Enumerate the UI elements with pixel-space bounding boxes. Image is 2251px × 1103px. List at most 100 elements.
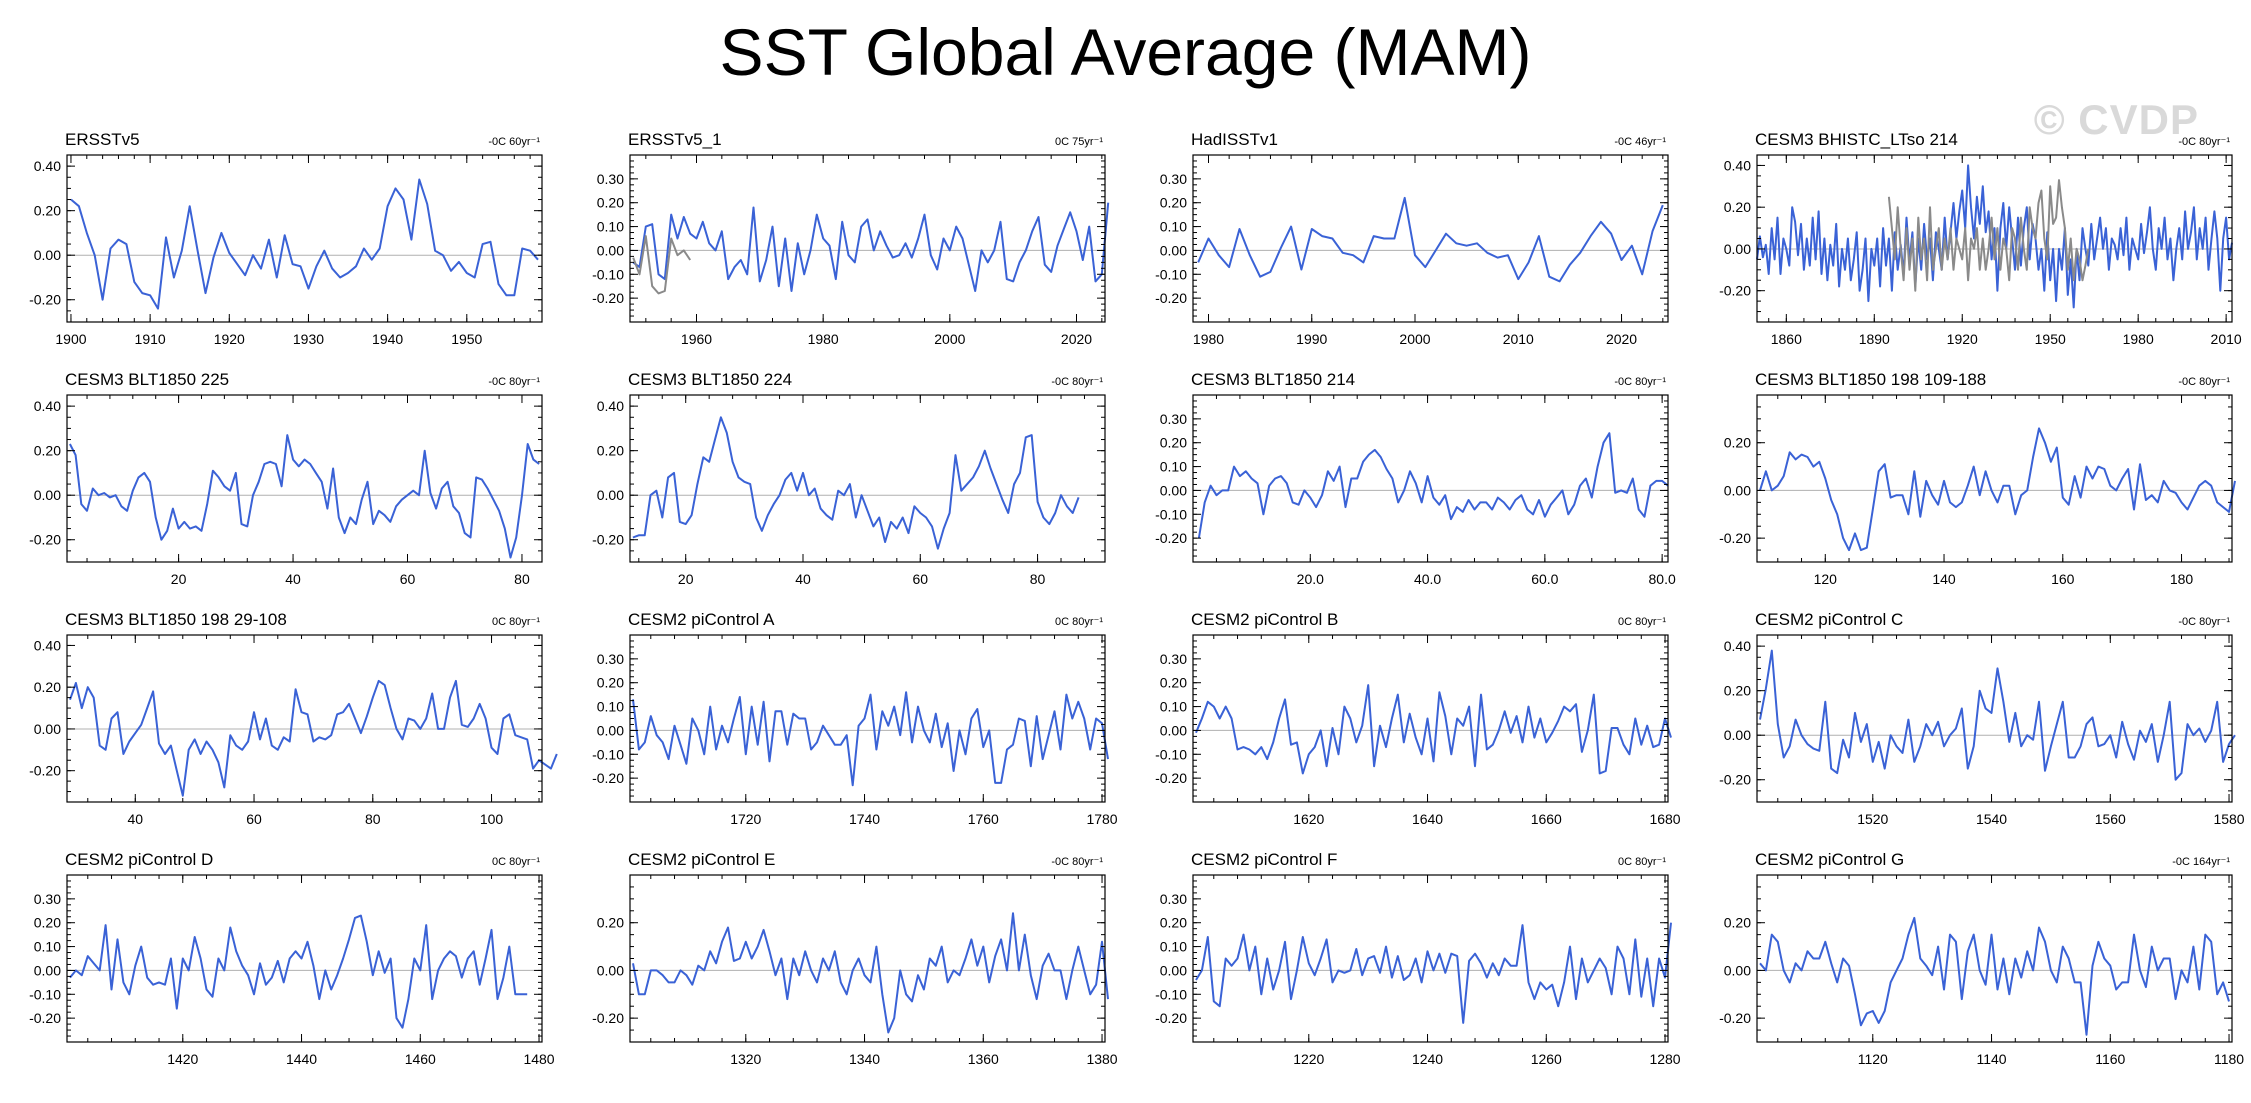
series-line	[1195, 922, 1672, 1024]
x-tick-label: 80.0	[1649, 571, 1676, 587]
y-tick-label: 0.40	[597, 398, 624, 414]
panel-note: -0C 60yr⁻¹	[488, 136, 540, 148]
series-line	[69, 679, 558, 797]
y-tick-label: -0.10	[592, 266, 624, 282]
x-tick-label: 1260	[1531, 1051, 1562, 1067]
panel-14: CESM2 piControl E -0C 80yr⁻¹ -0.20 0.00 0.20…	[592, 850, 1118, 1067]
y-tick-label: 0.10	[1160, 699, 1187, 715]
panel-title: CESM3 BLT1850 224	[628, 370, 792, 389]
panel-title: CESM2 piControl C	[1755, 610, 1903, 629]
panel-note: -0C 80yr⁻¹	[1051, 376, 1103, 388]
x-tick-label: 1920	[1947, 331, 1978, 347]
x-tick-label: 80	[365, 811, 381, 827]
y-tick-label: 0.30	[1160, 411, 1187, 427]
y-tick-label: 0.20	[1160, 435, 1187, 451]
y-tick-label: -0.10	[29, 986, 61, 1002]
x-tick-label: 1680	[1649, 811, 1680, 827]
y-tick-label: 0.00	[34, 487, 61, 503]
figure-title: SST Global Average (MAM)	[719, 15, 1532, 89]
x-tick-label: 2010	[1503, 331, 1534, 347]
panel-15: CESM2 piControl F 0C 80yr⁻¹ -0.20 -0.10 0.00…	[1155, 850, 1681, 1067]
x-tick-label: 20	[678, 571, 694, 587]
panel-10: CESM2 piControl A 0C 80yr⁻¹ -0.20 -0.10 0.00…	[592, 610, 1118, 827]
series-line	[1195, 684, 1672, 775]
y-tick-label: 0.40	[34, 158, 61, 174]
panel-note: -0C 164yr⁻¹	[2172, 856, 2230, 868]
y-tick-label: 0.00	[34, 247, 61, 263]
y-tick-label: 0.40	[34, 398, 61, 414]
y-tick-label: -0.20	[1719, 772, 1751, 788]
y-tick-label: -0.20	[592, 770, 624, 786]
y-tick-label: -0.20	[1155, 530, 1187, 546]
y-tick-label: 0.20	[1160, 915, 1187, 931]
y-tick-label: -0.20	[592, 290, 624, 306]
plot-frame	[629, 874, 1106, 1043]
panel-title: ERSSTv5_1	[628, 130, 722, 149]
y-tick-label: 0.20	[34, 679, 61, 695]
y-tick-label: 0.10	[34, 939, 61, 955]
x-tick-label: 1720	[730, 811, 761, 827]
panel-note: -0C 80yr⁻¹	[2178, 136, 2230, 148]
x-tick-label: 1660	[1531, 811, 1562, 827]
secondary-series-line	[632, 235, 692, 295]
panel-title: CESM3 BLT1850 214	[1191, 370, 1355, 389]
y-tick-label: 0.20	[34, 915, 61, 931]
panel-12: CESM2 piControl C -0C 80yr⁻¹ -0.20 0.00 0.20…	[1719, 610, 2245, 827]
plot-frame	[629, 154, 1106, 323]
x-tick-label: 1120	[1858, 1051, 1888, 1067]
panel-note: -0C 80yr⁻¹	[1051, 856, 1103, 868]
y-tick-label: 0.20	[1724, 915, 1751, 931]
plot-frame	[1192, 634, 1669, 803]
plot-frame	[629, 394, 1106, 563]
x-tick-label: 1960	[681, 331, 712, 347]
panel-note: 0C 80yr⁻¹	[1618, 616, 1666, 628]
plot-frame	[629, 634, 1106, 803]
y-tick-label: 0.30	[597, 171, 624, 187]
y-tick-label: 0.20	[34, 203, 61, 219]
x-tick-label: 1280	[1649, 1051, 1680, 1067]
panel-title: CESM2 piControl D	[65, 850, 213, 869]
x-tick-label: 1620	[1293, 811, 1324, 827]
x-tick-label: 180	[2170, 571, 2194, 587]
y-tick-label: -0.10	[1155, 986, 1187, 1002]
panel-note: -0C 80yr⁻¹	[2178, 376, 2230, 388]
x-tick-label: 2020	[1606, 331, 1637, 347]
y-tick-label: 0.20	[1724, 683, 1751, 699]
panel-4: CESM3 BHISTC_LTso 214 -0C 80yr⁻¹ -0.20 0.00…	[1719, 130, 2242, 347]
x-tick-label: 40	[795, 571, 811, 587]
panel-title: CESM2 piControl A	[628, 610, 775, 629]
y-tick-label: -0.10	[592, 746, 624, 762]
y-tick-label: -0.20	[29, 532, 61, 548]
y-tick-label: 0.10	[1160, 219, 1187, 235]
y-tick-label: 0.40	[1724, 157, 1751, 173]
x-tick-label: 1900	[55, 331, 86, 347]
panel-note: 0C 75yr⁻¹	[1055, 136, 1103, 148]
x-tick-label: 1950	[2035, 331, 2066, 347]
y-tick-label: 0.20	[1724, 435, 1751, 451]
panel-16: CESM2 piControl G -0C 164yr⁻¹ -0.20 0.00 0.2…	[1719, 850, 2244, 1067]
x-tick-label: 20.0	[1297, 571, 1324, 587]
series-line	[69, 914, 528, 1029]
panel-8: CESM3 BLT1850 198 109-188 -0C 80yr⁻¹ -0.20…	[1719, 370, 2236, 587]
y-tick-label: -0.10	[1155, 266, 1187, 282]
y-tick-label: 0.30	[34, 891, 61, 907]
panel-13: CESM2 piControl D 0C 80yr⁻¹ -0.20 -0.10 0.00…	[29, 850, 555, 1067]
panel-note: 0C 80yr⁻¹	[1055, 616, 1103, 628]
x-tick-label: 1990	[1296, 331, 1327, 347]
panel-title: CESM3 BHISTC_LTso 214	[1755, 130, 1958, 149]
x-tick-label: 1980	[1193, 331, 1224, 347]
y-tick-label: 0.00	[597, 242, 624, 258]
x-tick-label: 1220	[1293, 1051, 1324, 1067]
y-tick-label: -0.20	[1719, 530, 1751, 546]
x-tick-label: 60	[912, 571, 928, 587]
y-tick-label: 0.00	[1160, 962, 1187, 978]
x-tick-label: 20	[171, 571, 187, 587]
x-tick-label: 1640	[1412, 811, 1443, 827]
x-tick-label: 1520	[1857, 811, 1888, 827]
y-tick-label: 0.20	[1724, 199, 1751, 215]
panel-7: CESM3 BLT1850 214 -0C 80yr⁻¹ -0.20 -0.10 0.0…	[1155, 370, 1676, 587]
y-tick-label: 0.30	[1160, 651, 1187, 667]
x-tick-label: 1340	[849, 1051, 880, 1067]
y-tick-label: -0.20	[1155, 1010, 1187, 1026]
y-tick-label: -0.20	[1155, 290, 1187, 306]
